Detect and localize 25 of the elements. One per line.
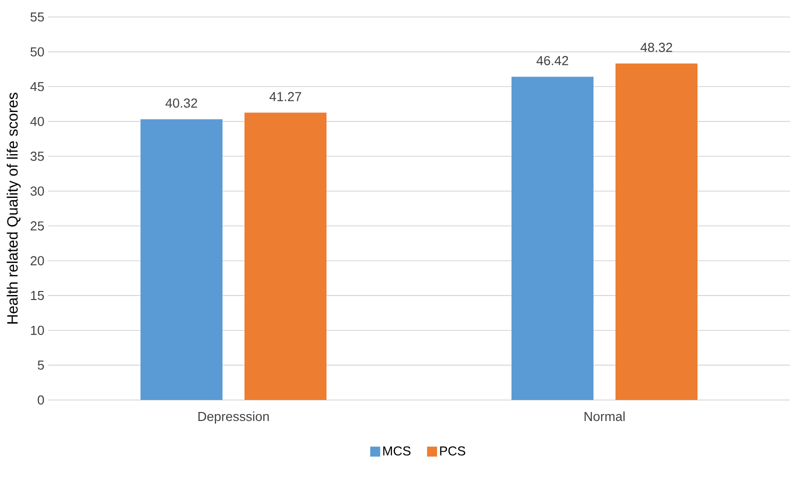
y-tick-label: 40	[30, 116, 44, 126]
bar	[512, 76, 594, 400]
bar	[140, 119, 222, 400]
bar	[244, 112, 326, 400]
y-tick-label: 50	[30, 47, 44, 56]
y-tick-label: 55	[30, 12, 44, 22]
y-tick-label: 30	[30, 186, 44, 196]
x-tick-label: Depresssion	[198, 412, 269, 424]
y-axis-title: Health related Quality of life scores	[6, 92, 21, 324]
data-label: 46.42	[536, 56, 568, 66]
y-tick-label: 0	[38, 395, 44, 405]
y-tick-label: 35	[30, 152, 44, 161]
y-tick-label: 45	[30, 82, 44, 92]
y-tick-label: 5	[38, 360, 44, 370]
data-label: 48.32	[640, 42, 672, 52]
legend-label: PCS	[440, 446, 466, 456]
data-label: 41.27	[270, 92, 302, 102]
y-tick-label: 15	[30, 291, 44, 300]
data-label: 40.32	[166, 98, 198, 108]
bar	[616, 64, 698, 400]
y-tick-label: 10	[30, 326, 44, 335]
y-tick-label: 25	[30, 221, 44, 231]
legend-label: MCS	[383, 446, 410, 456]
y-tick-label: 20	[30, 256, 44, 266]
x-tick-label: Normal	[584, 412, 625, 422]
